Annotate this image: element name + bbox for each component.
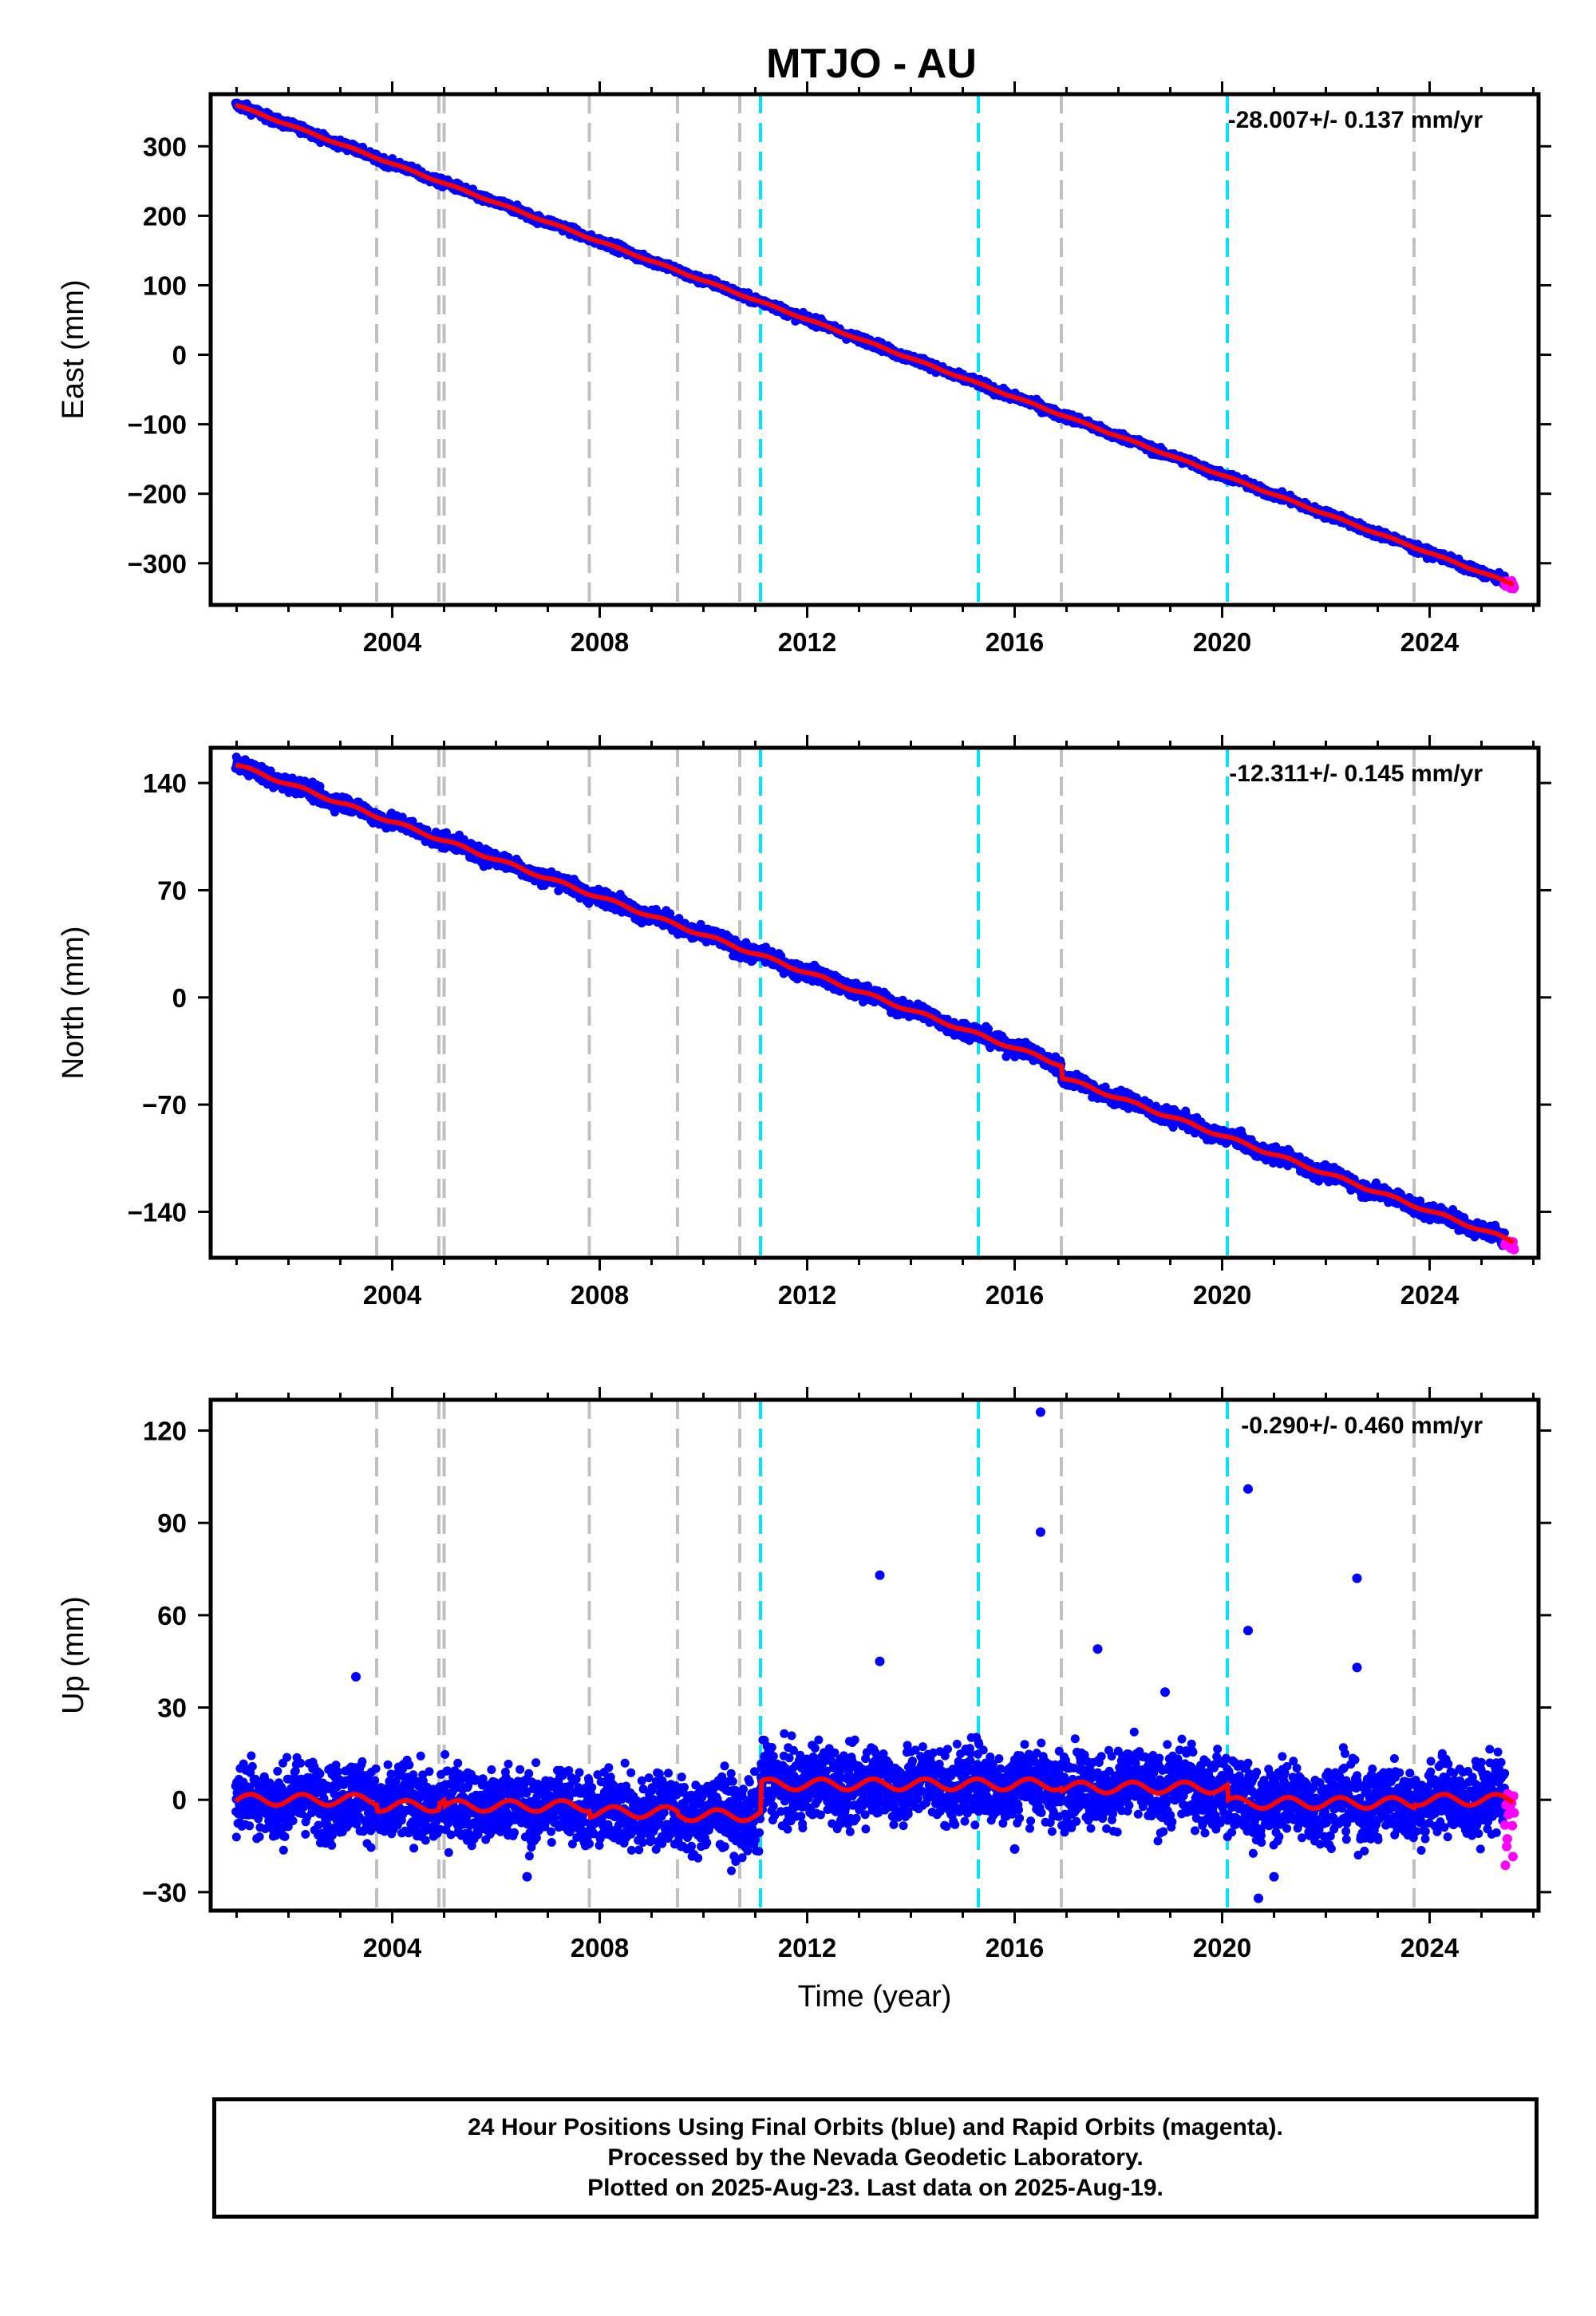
y-tick-label: −200 [128, 480, 187, 509]
y-tick-label: −100 [128, 410, 187, 440]
final-orbit-points [231, 753, 1509, 1251]
y-axis-label: East (mm) [57, 279, 90, 419]
x-tick-label: 2008 [571, 627, 629, 657]
data-point [666, 909, 675, 919]
data-point [474, 841, 484, 851]
y-tick-label: 100 [143, 271, 187, 300]
east-panel: 2004 2008 2012 2016 2020 2024 −300 −200 −100 0 100… [57, 81, 1551, 657]
station-title: MTJO - AU [766, 41, 977, 87]
y-tick-label: 0 [172, 341, 187, 370]
y-tick-label: 200 [143, 201, 187, 231]
plot-frame [208, 92, 1541, 607]
y-tick-label: 300 [143, 132, 187, 161]
x-tick-label: 2016 [986, 627, 1044, 657]
x-tick-label: 2004 [363, 627, 422, 657]
velocity-label: -28.007+/- 0.137 mm/yr [1228, 107, 1483, 133]
plot-area [231, 94, 1519, 605]
y-tick-label: −300 [128, 549, 187, 579]
x-tick-label: 2012 [778, 627, 836, 657]
plot-area [231, 748, 1519, 1258]
x-tick-label: 2020 [1193, 627, 1251, 657]
model-fit-line [235, 102, 1515, 587]
north-panel: 2004 2008 2012 2016 2020 2024−140−70070140Nor… [57, 735, 1551, 1310]
x-tick-label: 2024 [1400, 627, 1460, 657]
